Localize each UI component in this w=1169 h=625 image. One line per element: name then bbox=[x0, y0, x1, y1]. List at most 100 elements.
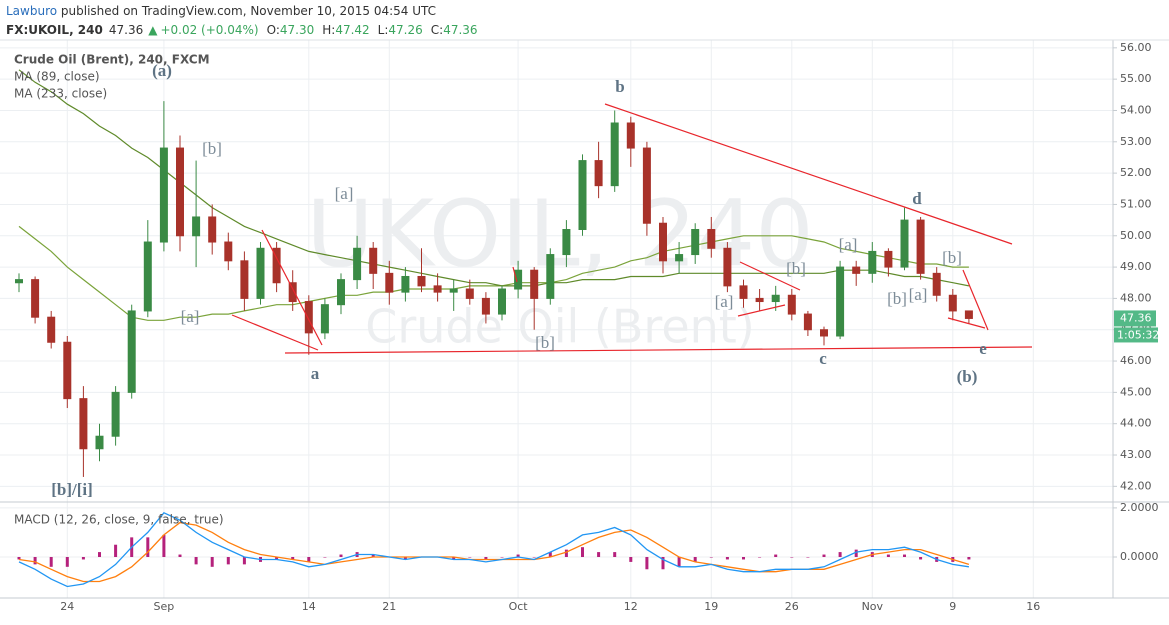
trend-line bbox=[284, 346, 1033, 354]
histogram-bar bbox=[919, 556, 923, 560]
wave-label: [a] bbox=[181, 307, 200, 326]
histogram-bar bbox=[226, 556, 230, 565]
candle-body bbox=[127, 310, 136, 393]
y-tick-label: 43.00 bbox=[1120, 448, 1152, 461]
ohlc-value: 47.30 bbox=[280, 23, 314, 37]
candle-body bbox=[916, 219, 925, 274]
wave-label: (a) bbox=[152, 61, 172, 80]
moving-average bbox=[18, 225, 969, 321]
y-tick-label: 54.00 bbox=[1120, 103, 1152, 116]
candle-body bbox=[755, 297, 764, 303]
candle-body bbox=[95, 435, 104, 450]
histogram-bar bbox=[65, 556, 69, 567]
legend-entry[interactable]: MA (233, close) bbox=[14, 87, 107, 101]
candle-body bbox=[481, 297, 490, 315]
last-price-tag bbox=[1114, 310, 1156, 327]
histogram-bar bbox=[677, 556, 681, 567]
histogram-bar bbox=[162, 534, 166, 557]
candle-body bbox=[691, 228, 700, 256]
candle-body bbox=[417, 275, 426, 287]
ohlc-label: L: bbox=[378, 23, 389, 37]
trend-line bbox=[604, 103, 1013, 245]
published: published on TradingView.com, November 1… bbox=[57, 4, 436, 18]
watermark-subtitle: Crude Oil (Brent) bbox=[365, 300, 755, 354]
wave-label: b bbox=[615, 77, 624, 96]
candle-body bbox=[739, 285, 748, 299]
ohlc-value: 47.36 bbox=[443, 23, 477, 37]
histogram-bar bbox=[967, 556, 971, 560]
candle-body bbox=[964, 310, 973, 319]
histogram-bar bbox=[613, 552, 617, 557]
macd-title: MACD (12, 26, close, 9, false, true) bbox=[14, 513, 224, 527]
histogram-bar bbox=[532, 556, 536, 558]
candle-body bbox=[948, 294, 957, 312]
candle-body bbox=[803, 313, 812, 331]
candle-body bbox=[320, 304, 329, 334]
y-tick-label: 44.00 bbox=[1120, 417, 1152, 430]
y-tick-label: 55.00 bbox=[1120, 72, 1152, 85]
wave-label: (b) bbox=[957, 367, 978, 386]
change: +0.02 (+0.04%) bbox=[160, 23, 258, 37]
grid bbox=[0, 40, 1113, 598]
wave-label: d bbox=[912, 189, 922, 208]
candle-body bbox=[626, 122, 635, 149]
publish-line: Lawburo published on TradingView.com, No… bbox=[6, 4, 436, 18]
candle-body bbox=[675, 254, 684, 262]
y-tick-label: 49.00 bbox=[1120, 260, 1152, 273]
y-tick-label: 56.00 bbox=[1120, 41, 1152, 54]
histogram-bar bbox=[725, 556, 729, 560]
candle-body bbox=[63, 341, 72, 400]
macd-line bbox=[18, 512, 969, 588]
candle-body bbox=[514, 269, 523, 290]
histogram-bar bbox=[484, 556, 488, 560]
candle-body bbox=[771, 294, 780, 303]
histogram-bar bbox=[548, 552, 552, 557]
candle-body bbox=[31, 279, 40, 318]
series-title: Crude Oil (Brent), 240, FXCM bbox=[14, 53, 210, 67]
candle-body bbox=[79, 398, 88, 450]
wave-label: a bbox=[311, 364, 320, 383]
candle-body bbox=[610, 122, 619, 187]
candle-body bbox=[932, 272, 941, 296]
wave-label: [b] bbox=[786, 259, 806, 278]
candle-body bbox=[304, 301, 313, 334]
author[interactable]: Lawburo bbox=[6, 4, 57, 18]
ohlc: O:47.30 H:47.42 L:47.26 C:47.36 bbox=[267, 23, 478, 37]
trend-lines bbox=[231, 103, 1033, 354]
wave-label: [a] bbox=[335, 184, 354, 203]
candle-body bbox=[353, 247, 362, 281]
candle-body bbox=[820, 329, 828, 337]
candle-body bbox=[642, 147, 651, 224]
candle-body bbox=[707, 228, 716, 249]
wave-label: [b] bbox=[887, 289, 907, 308]
candle-body bbox=[787, 294, 796, 315]
candle-body bbox=[369, 247, 378, 274]
candle-body bbox=[143, 241, 152, 312]
histogram-bar bbox=[371, 554, 375, 557]
wave-label: [a] bbox=[909, 285, 928, 304]
x-tick-label: Nov bbox=[862, 600, 884, 613]
ohlc-label: C: bbox=[431, 23, 443, 37]
histogram-bar bbox=[709, 556, 713, 558]
y-tick-label: 53.00 bbox=[1120, 135, 1152, 148]
histogram-bar bbox=[114, 544, 118, 557]
histogram-bar bbox=[452, 556, 456, 560]
candle-body bbox=[401, 275, 410, 293]
wave-label: c bbox=[819, 349, 827, 368]
candle-body bbox=[449, 288, 458, 293]
histogram-bar bbox=[81, 556, 85, 560]
histogram-bar bbox=[838, 552, 842, 557]
y-tick-label: 48.00 bbox=[1120, 291, 1152, 304]
candle-body bbox=[594, 160, 603, 187]
x-tick-label: 9 bbox=[949, 600, 956, 613]
wave-label: e bbox=[979, 339, 987, 358]
candle-body bbox=[498, 288, 506, 315]
y-tick-label: 45.00 bbox=[1120, 385, 1152, 398]
y-tick-label: 0.0000 bbox=[1120, 550, 1159, 563]
histogram-bar bbox=[178, 554, 182, 557]
legend-entry[interactable]: MA (89, close) bbox=[14, 70, 100, 84]
candle-body bbox=[465, 288, 474, 299]
histogram-bar bbox=[403, 556, 407, 560]
histogram-bar bbox=[500, 556, 504, 558]
